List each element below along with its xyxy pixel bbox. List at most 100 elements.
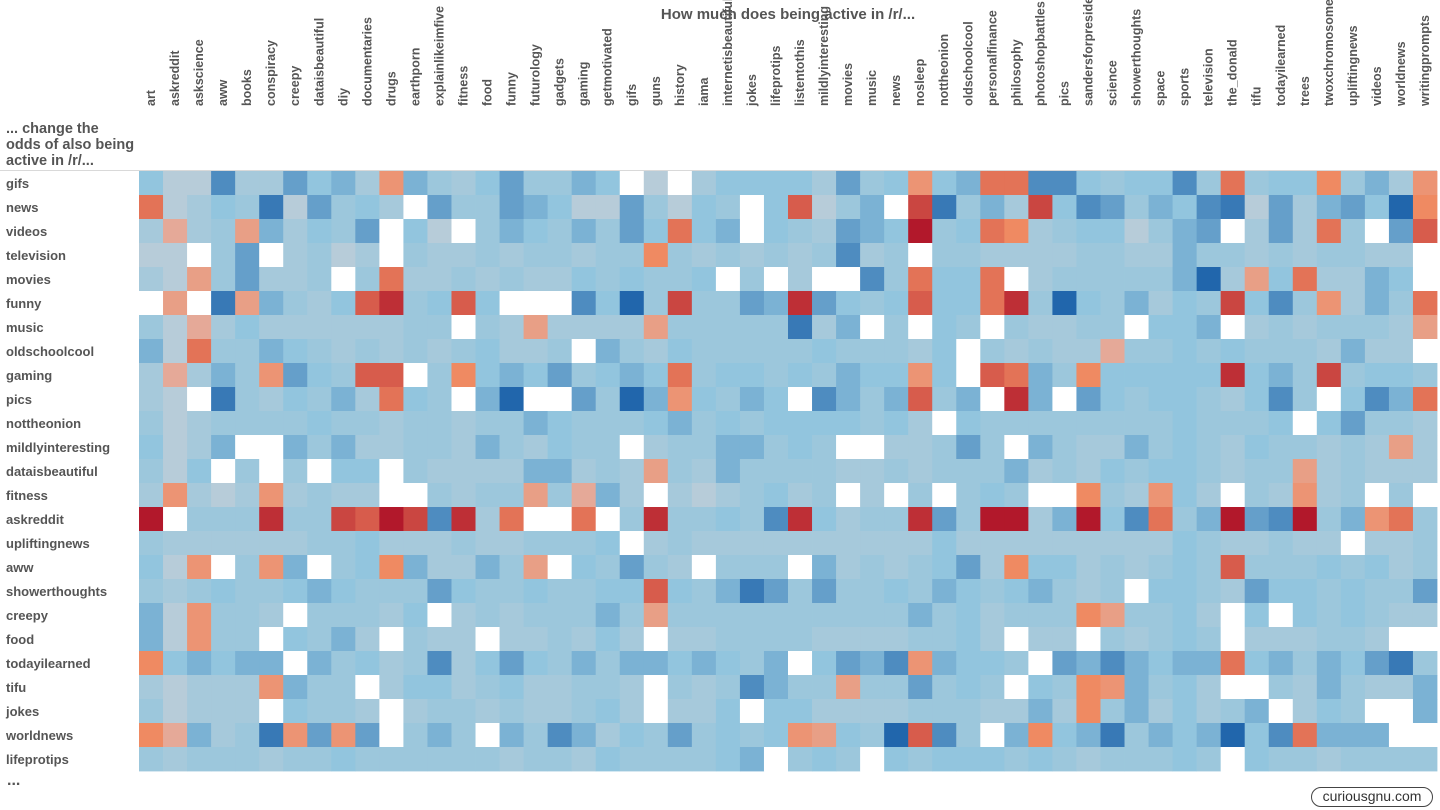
heatmap-cell-mildlyinteresting-sports [1172, 435, 1198, 460]
heatmap-cell-mildlyinteresting-showerthoughts [1124, 435, 1149, 460]
heatmap-cell-movies-trees [1292, 267, 1318, 292]
heatmap-cell-pics-history [667, 387, 693, 412]
heatmap-cell-oldschoolcool-mildlyinteresting [812, 339, 837, 364]
heatmap-cell-gifs-gadgets [547, 171, 573, 196]
heatmap-cell-gifs-lifeprotips [763, 171, 789, 196]
heatmap-cell-news-science [1100, 195, 1125, 220]
heatmap-cell-gaming-getmotivated [595, 363, 621, 388]
heatmap-cell-worldnews-earthporn [403, 723, 428, 748]
heatmap-cell-food-upliftingnews [1340, 627, 1366, 652]
heatmap-cell-todayilearned-getmotivated [595, 651, 621, 676]
heatmap-cell-gaming-iama [691, 363, 717, 388]
heatmap-cell-music-music [860, 315, 885, 340]
heatmap-cell-lifeprotips-drugs [379, 747, 404, 772]
heatmap-cell-oldschoolcool-music [860, 339, 885, 364]
heatmap-cell-fitness-gifs [619, 483, 645, 508]
heatmap-cell-oldschoolcool-history [667, 339, 693, 364]
heatmap-cell-food-twoxchromosomes [1316, 627, 1342, 652]
heatmap-cell-television-movies [836, 243, 861, 268]
heatmap-cell-nottheonion-food [475, 411, 500, 436]
heatmap-cell-music-sandersforpresident [1076, 315, 1101, 340]
column-label-explainlikeimfive: explainlikeimfive [432, 6, 446, 106]
heatmap-cell-movies-the_donald [1220, 267, 1246, 292]
heatmap-cell-upliftingnews-science [1100, 531, 1125, 556]
heatmap-cell-todayilearned-askreddit [163, 651, 188, 676]
heatmap-cell-showerthoughts-food [475, 579, 500, 604]
heatmap-cell-todayilearned-earthporn [403, 651, 428, 676]
heatmap-cell-pics-space [1148, 387, 1173, 412]
heatmap-cell-funny-television [1196, 291, 1222, 316]
heatmap-cell-aww-philosophy [1004, 555, 1029, 580]
heatmap-cell-askreddit-sandersforpresident [1076, 507, 1101, 532]
heatmap-cell-askreddit-the_donald [1220, 507, 1246, 532]
heatmap-cell-fitness-todayilearned [1268, 483, 1294, 508]
heatmap-cell-jokes-todayilearned [1268, 699, 1294, 724]
heatmap-cell-askreddit-creepy [283, 507, 308, 532]
heatmap-cell-music-lifeprotips [763, 315, 789, 340]
heatmap-cell-gifs-philosophy [1004, 171, 1029, 196]
heatmap-cell-food-trees [1292, 627, 1318, 652]
heatmap-cell-tifu-listentothis [788, 675, 813, 700]
heatmap-cell-pics-gaming [571, 387, 597, 412]
heatmap-cell-funny-getmotivated [595, 291, 621, 316]
heatmap-cell-nottheonion-philosophy [1004, 411, 1029, 436]
heatmap-cell-upliftingnews-news [884, 531, 909, 556]
heatmap-cell-television-news [884, 243, 909, 268]
heatmap-cell-pics-news [884, 387, 909, 412]
heatmap-cell-worldnews-funny [499, 723, 524, 748]
heatmap-cell-aww-trees [1292, 555, 1318, 580]
heatmap-cell-food-news [884, 627, 909, 652]
heatmap-cell-fitness-the_donald [1220, 483, 1246, 508]
heatmap-cell-food-diy [331, 627, 356, 652]
heatmap-cell-tifu-sandersforpresident [1076, 675, 1101, 700]
heatmap-cell-mildlyinteresting-fitness [451, 435, 476, 460]
brand-badge[interactable]: curiousgnu.com [1311, 787, 1433, 807]
heatmap-cell-news-news [884, 195, 909, 220]
heatmap-cell-todayilearned-internetisbeautiful [715, 651, 741, 676]
heatmap-cell-jokes-showerthoughts [1124, 699, 1149, 724]
heatmap-cell-tifu-news [884, 675, 909, 700]
heatmap-cell-gaming-tifu [1244, 363, 1270, 388]
heatmap-cell-movies-explainlikeimfive [427, 267, 452, 292]
heatmap-cell-movies-guns [643, 267, 669, 292]
heatmap-cell-aww-sports [1172, 555, 1198, 580]
heatmap-cell-upliftingnews-iama [691, 531, 717, 556]
heatmap-cell-worldnews-personalfinance [980, 723, 1005, 748]
heatmap-cell-todayilearned-gaming [571, 651, 597, 676]
heatmap-cell-music-personalfinance [980, 315, 1005, 340]
heatmap-cell-gifs-science [1100, 171, 1125, 196]
heatmap-cell-creepy-art [139, 603, 164, 628]
heatmap-cell-music-pics [1052, 315, 1077, 340]
heatmap-cell-upliftingnews-books [235, 531, 260, 556]
heatmap-cell-videos-conspiracy [259, 219, 284, 244]
heatmap-cell-music-history [667, 315, 693, 340]
heatmap-cell-pics-music [860, 387, 885, 412]
heatmap-cell-gifs-history [667, 171, 693, 196]
heatmap-cell-upliftingnews-personalfinance [980, 531, 1005, 556]
heatmap-cell-dataisbeautiful-dataisbeautiful [307, 459, 332, 484]
heatmap-cell-tifu-art [139, 675, 164, 700]
heatmap-cell-askreddit-sports [1172, 507, 1198, 532]
row-label-mildlyinteresting: mildlyinteresting [6, 440, 110, 455]
heatmap-cell-funny-movies [836, 291, 861, 316]
heatmap-cell-tifu-movies [836, 675, 861, 700]
heatmap-cell-mildlyinteresting-aww [211, 435, 236, 460]
heatmap-cell-movies-books [235, 267, 260, 292]
heatmap-cell-food-todayilearned [1268, 627, 1294, 652]
heatmap-cell-creepy-futurology [523, 603, 549, 628]
column-label-conspiracy: conspiracy [264, 40, 278, 106]
heatmap-cell-mildlyinteresting-upliftingnews [1340, 435, 1366, 460]
heatmap-cell-showerthoughts-aww [211, 579, 236, 604]
heatmap-cell-tifu-aww [211, 675, 236, 700]
heatmap-cell-gaming-philosophy [1004, 363, 1029, 388]
heatmap-cell-dataisbeautiful-lifeprotips [763, 459, 789, 484]
heatmap-cell-askreddit-iama [691, 507, 717, 532]
heatmap-cell-news-sports [1172, 195, 1198, 220]
heatmap-cell-news-art [139, 195, 164, 220]
heatmap-cell-aww-guns [643, 555, 669, 580]
heatmap-cell-gaming-documentaries [355, 363, 380, 388]
heatmap-cell-movies-askreddit [163, 267, 188, 292]
heatmap-cell-news-photoshopbattles [1028, 195, 1053, 220]
heatmap-cell-lifeprotips-funny [499, 747, 524, 772]
heatmap-cell-videos-creepy [283, 219, 308, 244]
